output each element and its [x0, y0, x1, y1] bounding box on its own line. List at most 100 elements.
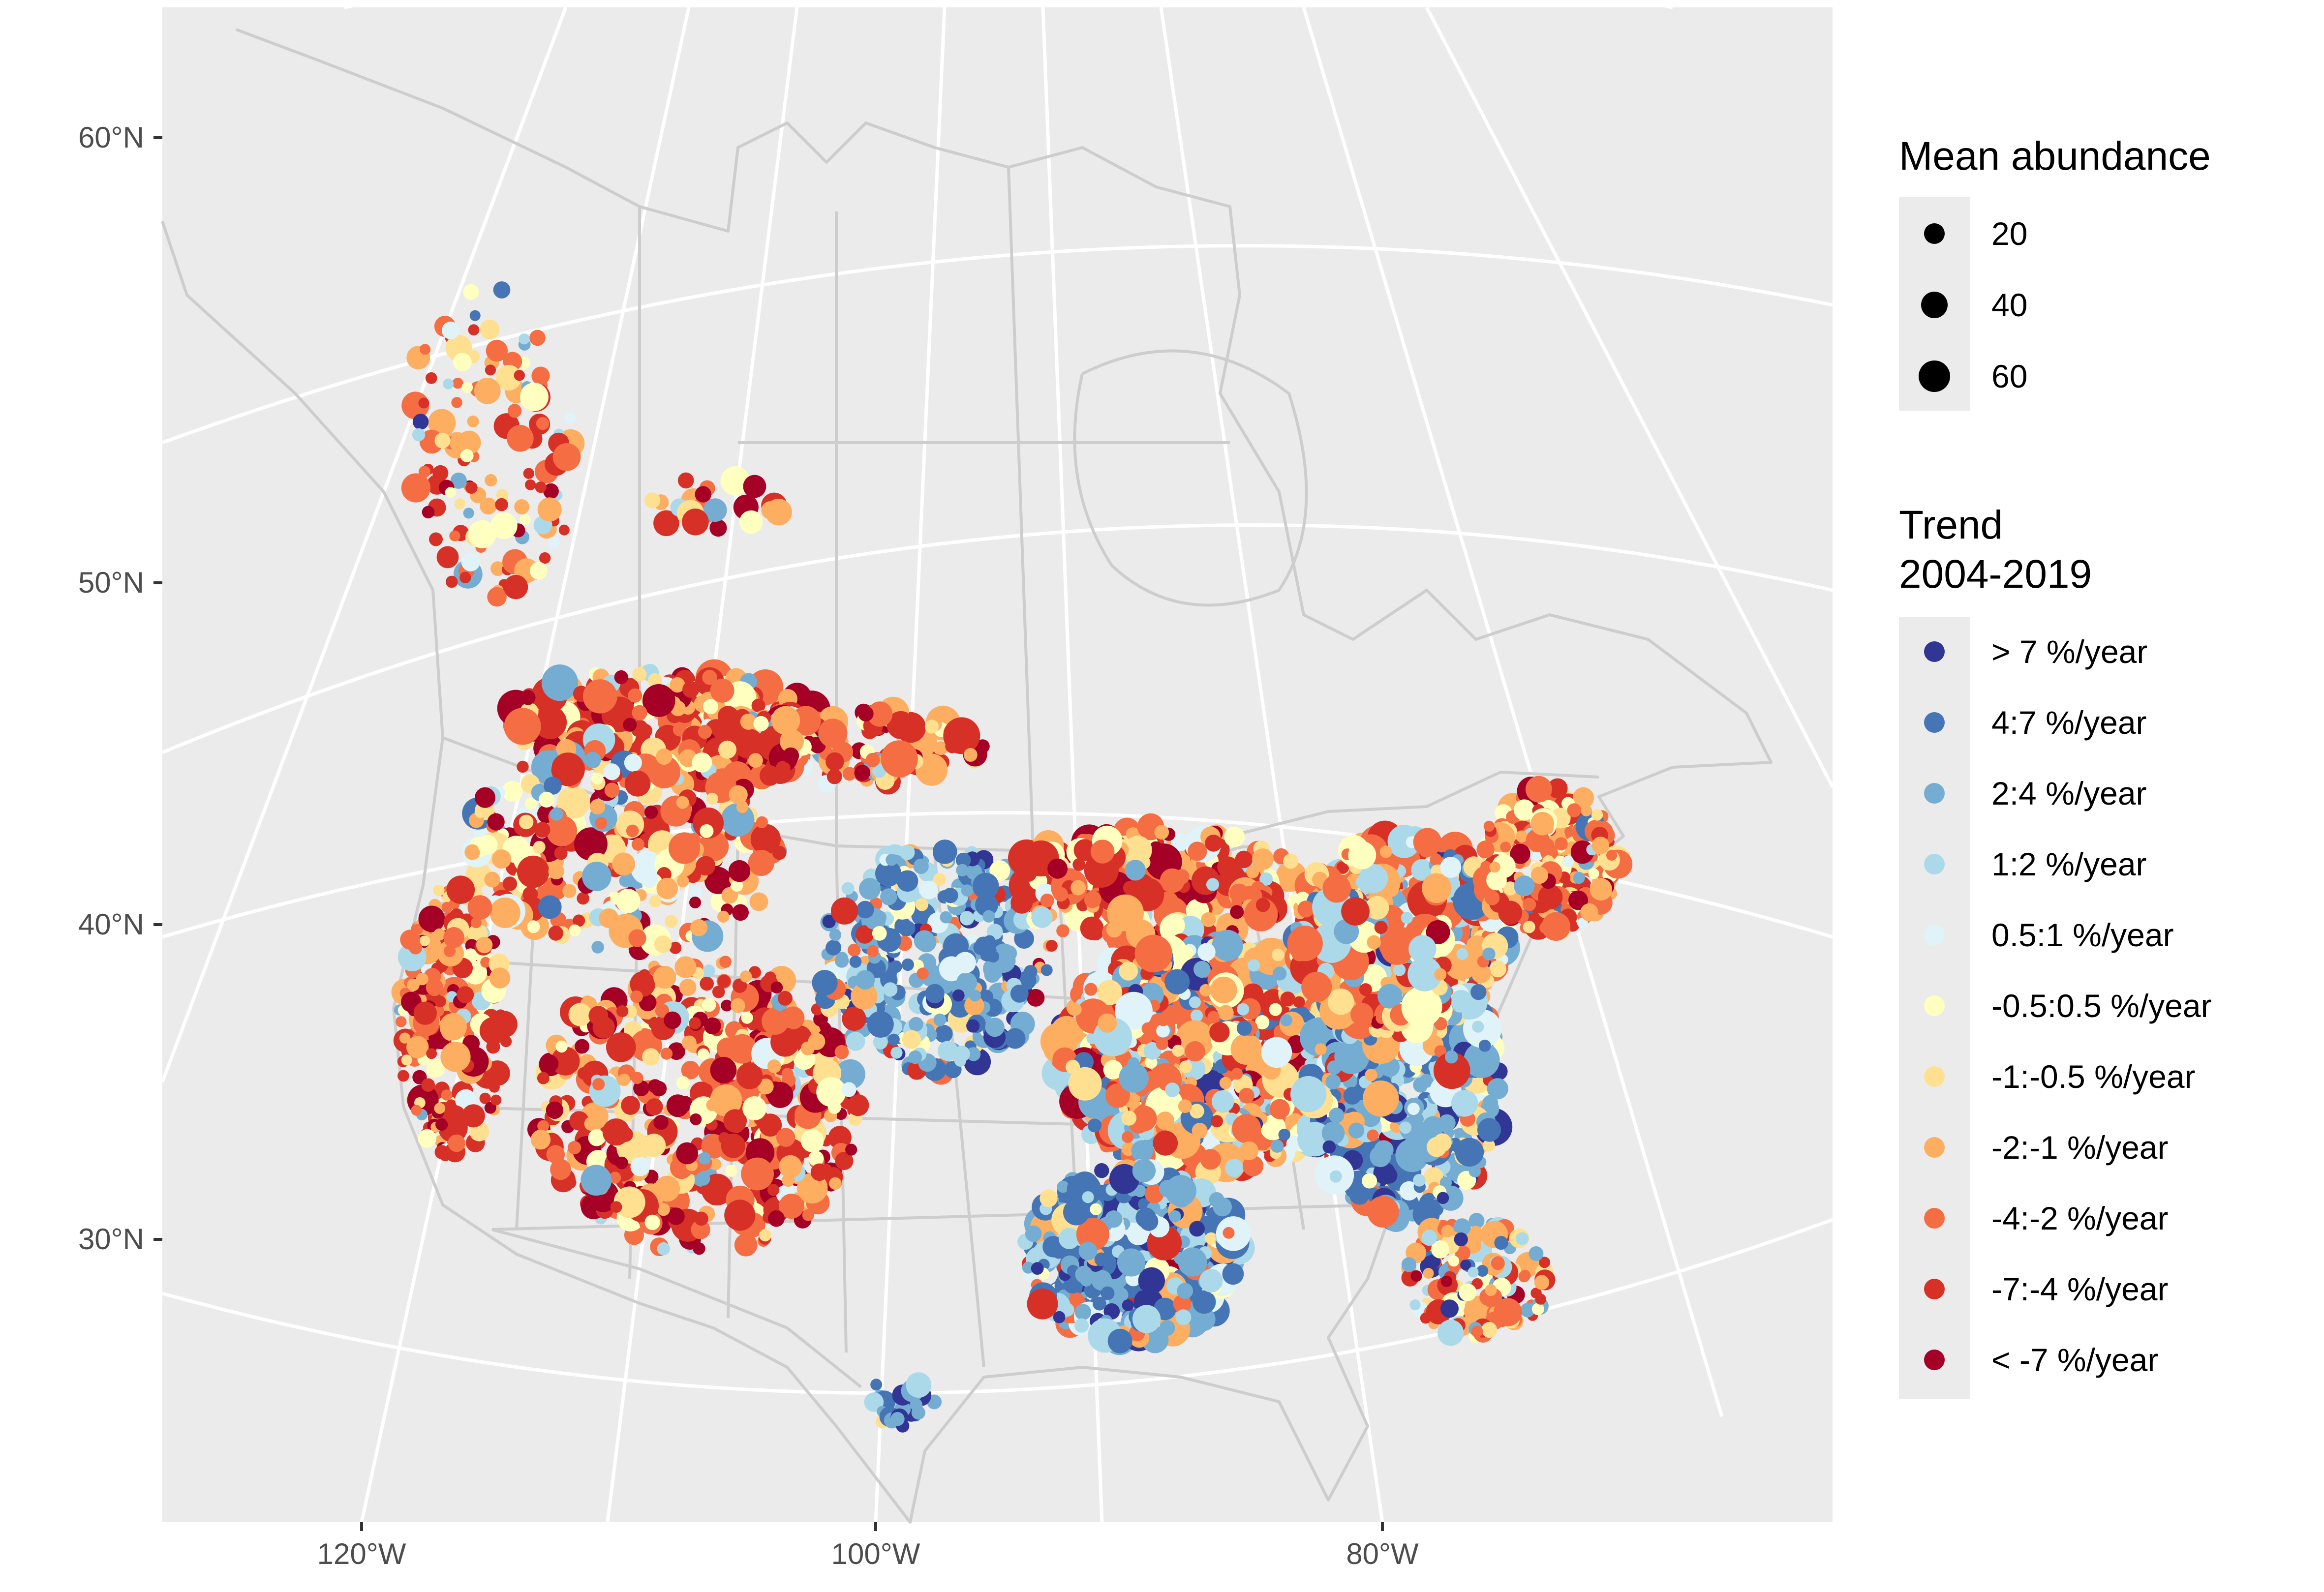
site-point — [1484, 890, 1500, 905]
site-point — [913, 858, 929, 874]
site-point — [1530, 867, 1548, 884]
graticule-parallel-70n — [344, 0, 1673, 9]
site-point — [1514, 799, 1535, 821]
site-point — [1060, 1303, 1074, 1317]
site-point — [1422, 873, 1452, 903]
site-point — [1472, 1021, 1484, 1033]
site-point — [759, 1229, 772, 1242]
site-point — [698, 724, 712, 739]
site-point — [1470, 1226, 1482, 1237]
site-point — [1541, 912, 1571, 941]
site-point — [1380, 1167, 1398, 1184]
site-point — [856, 901, 874, 919]
site-point — [525, 479, 536, 490]
site-point — [569, 1111, 589, 1131]
site-point — [1093, 1296, 1106, 1311]
site-point — [1213, 1197, 1232, 1217]
site-point — [657, 1203, 670, 1216]
site-point — [584, 751, 601, 769]
site-point — [548, 926, 563, 941]
site-point — [915, 753, 948, 786]
site-point — [1156, 1024, 1170, 1038]
site-point — [631, 1072, 643, 1084]
site-point — [1105, 1083, 1130, 1108]
site-point — [461, 1104, 485, 1128]
site-point — [1123, 836, 1152, 865]
site-point — [887, 1033, 900, 1046]
site-point — [925, 984, 945, 1004]
site-point — [829, 1177, 842, 1190]
site-point — [409, 941, 423, 955]
site-point — [1056, 924, 1070, 937]
site-point — [956, 972, 978, 993]
site-point — [452, 378, 463, 389]
site-point — [1189, 996, 1201, 1008]
site-point — [584, 1116, 599, 1131]
site-point — [725, 1165, 737, 1177]
site-point — [445, 575, 458, 588]
site-point — [396, 1016, 407, 1027]
site-point — [557, 786, 590, 819]
site-point — [613, 1186, 645, 1218]
site-point — [490, 561, 505, 576]
site-point — [573, 914, 585, 927]
site-point — [1058, 1228, 1080, 1249]
site-point — [673, 722, 687, 737]
site-point — [647, 673, 663, 688]
site-point — [826, 939, 842, 956]
site-point — [1336, 861, 1349, 874]
site-point — [1350, 1003, 1374, 1026]
site-point — [702, 997, 716, 1012]
site-point — [698, 1152, 711, 1165]
site-point — [908, 1050, 922, 1064]
site-point — [689, 1017, 701, 1029]
site-point — [1014, 929, 1034, 949]
site-point — [1072, 858, 1086, 871]
site-point — [440, 1042, 471, 1072]
site-point — [1529, 1246, 1544, 1261]
site-point — [463, 284, 479, 300]
site-point — [517, 760, 529, 773]
site-point — [1192, 1290, 1216, 1314]
site-point — [658, 1180, 670, 1193]
site-point — [1224, 826, 1245, 847]
site-point — [439, 1013, 467, 1041]
site-point — [700, 824, 714, 838]
site-point — [490, 512, 518, 540]
site-point — [1040, 893, 1054, 907]
site-point — [546, 815, 578, 846]
site-point — [434, 1145, 449, 1160]
graticule-meridian-60w — [1425, 6, 1835, 788]
site-point — [694, 1211, 708, 1226]
site-point — [704, 1017, 721, 1035]
site-point — [676, 796, 689, 809]
site-point — [1399, 1121, 1412, 1134]
site-point — [872, 764, 887, 778]
site-point — [1199, 984, 1212, 997]
site-point — [1252, 848, 1274, 870]
site-point — [1365, 896, 1389, 920]
site-point — [948, 994, 972, 1018]
site-point — [689, 897, 701, 908]
site-point — [899, 844, 915, 860]
site-point — [665, 915, 678, 928]
site-point — [1087, 1118, 1101, 1133]
map-panel — [162, 7, 1833, 1522]
site-point — [802, 1209, 814, 1221]
site-point — [800, 1041, 815, 1055]
site-point — [1281, 879, 1294, 892]
site-point — [690, 1113, 702, 1125]
site-point — [502, 781, 523, 802]
site-point — [1040, 964, 1053, 976]
site-point — [1103, 1060, 1123, 1080]
site-point — [577, 892, 589, 905]
site-point — [495, 364, 521, 391]
site-point — [1027, 989, 1045, 1007]
site-point — [767, 1184, 780, 1196]
site-point — [709, 519, 727, 537]
site-point — [851, 983, 878, 1010]
site-point — [767, 1081, 794, 1108]
site-point — [1107, 1328, 1132, 1353]
site-point — [443, 927, 464, 948]
site-point — [835, 1059, 865, 1089]
